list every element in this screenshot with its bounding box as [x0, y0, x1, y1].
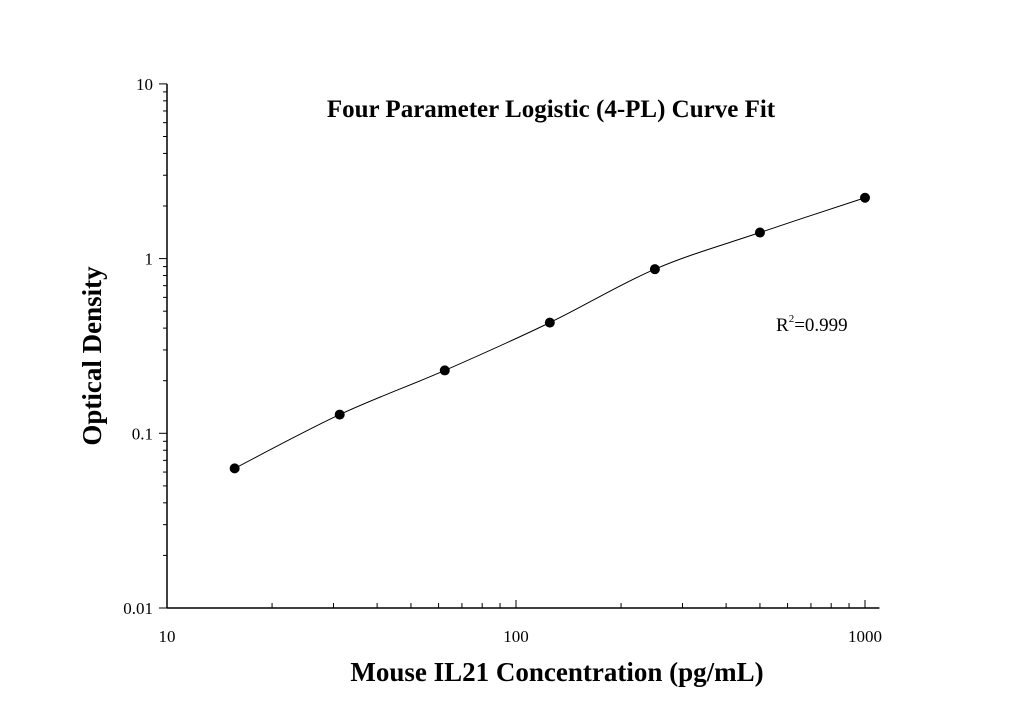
y-tick-label: 0.1 [132, 424, 153, 443]
r-squared-annotation: R2=0.999 [776, 313, 848, 336]
y-tick-label: 1 [145, 250, 154, 269]
x-tick-label: 1000 [848, 627, 882, 646]
data-points [229, 192, 870, 474]
data-point [229, 463, 240, 474]
x-axis-title: Mouse IL21 Concentration (pg/mL) [350, 657, 763, 687]
data-point [334, 409, 345, 420]
fit-curve [234, 197, 866, 469]
data-point [860, 192, 870, 203]
data-point [754, 227, 765, 238]
data-point [439, 365, 450, 376]
y-tick-label: 10 [136, 75, 153, 94]
r-label: R [776, 315, 789, 336]
r-value: =0.999 [794, 315, 847, 336]
r-sup: 2 [789, 313, 795, 325]
y-tick-label: 0.01 [123, 599, 153, 618]
data-point [649, 264, 660, 275]
y-axis-title: Optical Density [77, 266, 107, 446]
data-point [544, 317, 555, 328]
fit-curve-group [234, 197, 866, 469]
x-tick-label: 100 [503, 627, 529, 646]
axes: 10 100 1000 0.01 0.1 1 10 [123, 75, 882, 646]
x-tick-label: 10 [159, 627, 176, 646]
chart-title: Four Parameter Logistic (4-PL) Curve Fit [327, 96, 776, 123]
